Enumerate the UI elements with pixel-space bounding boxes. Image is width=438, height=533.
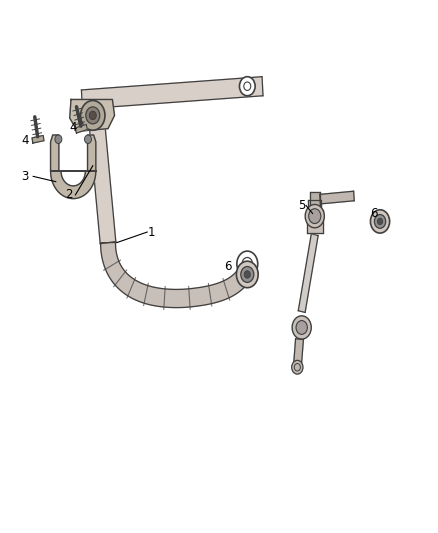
Text: 6: 6 <box>224 260 231 273</box>
Circle shape <box>86 107 100 124</box>
Text: 4: 4 <box>70 120 77 134</box>
Text: 6: 6 <box>370 207 377 220</box>
Circle shape <box>378 218 383 224</box>
Text: 3: 3 <box>21 170 29 183</box>
Circle shape <box>85 135 92 143</box>
Polygon shape <box>320 191 354 204</box>
Polygon shape <box>311 192 320 207</box>
Circle shape <box>55 135 62 143</box>
Text: 1: 1 <box>148 225 155 239</box>
Text: 2: 2 <box>65 189 73 201</box>
Polygon shape <box>307 210 322 233</box>
Circle shape <box>89 111 96 119</box>
Polygon shape <box>308 200 321 219</box>
Text: 4: 4 <box>21 134 29 147</box>
Circle shape <box>374 215 386 228</box>
Circle shape <box>309 209 321 223</box>
Circle shape <box>237 251 258 277</box>
Circle shape <box>371 210 390 233</box>
Circle shape <box>81 101 105 130</box>
Circle shape <box>237 261 258 288</box>
Polygon shape <box>298 234 318 312</box>
Circle shape <box>292 360 303 374</box>
Polygon shape <box>50 135 96 199</box>
Circle shape <box>244 271 251 278</box>
Polygon shape <box>81 77 263 109</box>
Circle shape <box>240 77 255 96</box>
Polygon shape <box>293 338 304 368</box>
Text: 5: 5 <box>298 199 305 212</box>
Polygon shape <box>75 124 87 133</box>
Polygon shape <box>70 100 115 131</box>
Circle shape <box>241 266 254 282</box>
Circle shape <box>296 320 307 334</box>
Polygon shape <box>87 101 116 244</box>
Circle shape <box>292 316 311 339</box>
Polygon shape <box>101 243 254 308</box>
Polygon shape <box>32 135 44 143</box>
Circle shape <box>305 205 324 228</box>
